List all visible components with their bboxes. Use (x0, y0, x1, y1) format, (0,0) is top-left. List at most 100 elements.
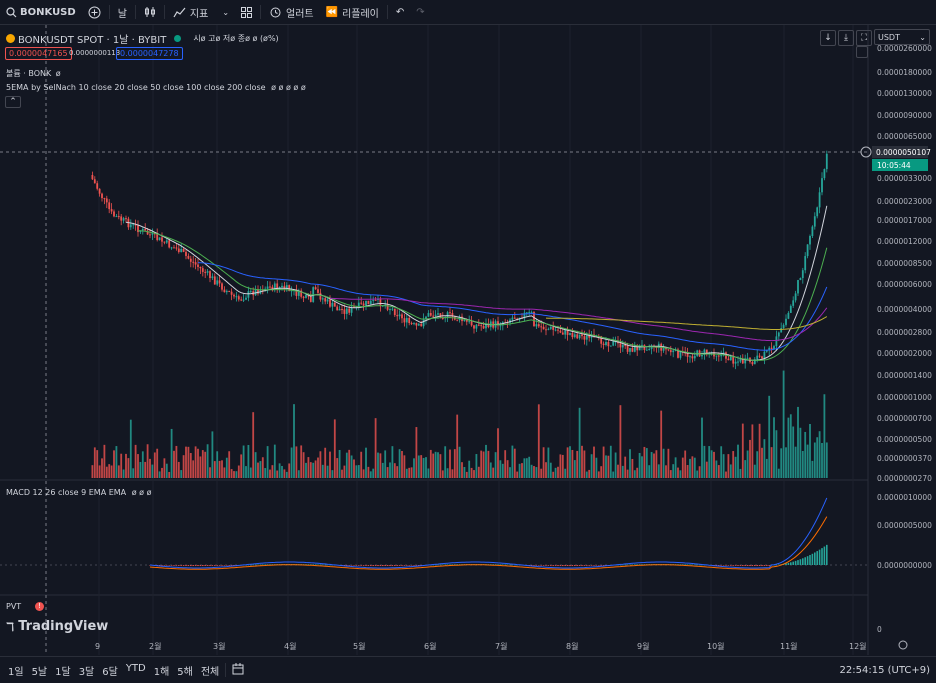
chart-area[interactable]: 0.0000260000 0.0000180000 0.0000130000 0.00… (0, 25, 936, 655)
candle-body (797, 280, 799, 294)
collapse-legend-button[interactable]: ⌃ (5, 96, 21, 108)
compare-button[interactable] (82, 0, 107, 24)
range-5y[interactable]: 5해 (177, 666, 193, 678)
chart-canvas[interactable]: 0.0000260000 0.0000180000 0.0000130000 0.00… (0, 25, 936, 655)
volume-bar (391, 446, 394, 478)
macd-histogram-bar (701, 564, 703, 566)
volume-bar (734, 456, 737, 478)
macd-histogram-bar (221, 565, 223, 566)
macd-histogram-bar (698, 564, 701, 566)
candle-body (475, 324, 478, 329)
macd-histogram-bar (799, 559, 802, 565)
volume-bar (444, 446, 447, 478)
volume-bar (317, 457, 319, 478)
layout-button[interactable] (235, 0, 258, 24)
candle-body (528, 311, 531, 313)
candle-body (578, 334, 581, 339)
bid-price-badge[interactable]: 0.0000047165 (5, 47, 72, 60)
volume-bar (410, 467, 413, 478)
chart-type-button[interactable] (138, 0, 162, 24)
candle-body (816, 207, 819, 217)
volume-bar (420, 455, 423, 478)
macd-histogram-bar (502, 564, 504, 565)
candle-body (703, 349, 706, 355)
indicators-button[interactable]: 지표 ⌄ (167, 0, 235, 24)
currency-select[interactable]: USDT ⌄ (874, 29, 930, 45)
macd-histogram-bar (264, 564, 266, 565)
settings-toggle[interactable] (856, 46, 868, 58)
expand-icon: ⛶ (860, 33, 868, 43)
price-axis-label: 0.0000001000 (877, 393, 932, 402)
undo-button[interactable]: ↶ (390, 0, 410, 24)
ask-price-badge[interactable]: 0.0000047278 (116, 47, 183, 60)
redo-button[interactable]: ↷ (410, 0, 430, 24)
range-1y[interactable]: 1해 (153, 666, 170, 678)
macd-histogram-bar (451, 564, 454, 565)
volume-bar (384, 450, 387, 478)
volume-bar (199, 456, 202, 478)
macd-histogram-bar (636, 564, 638, 565)
candle-body (633, 345, 636, 352)
range-1m[interactable]: 1달 (55, 666, 71, 678)
volume-bar (247, 444, 250, 478)
macd-histogram-bar (209, 565, 211, 566)
volume-bar (787, 417, 790, 478)
volume-bar (398, 449, 401, 478)
volume-bar (825, 442, 828, 478)
replay-button[interactable]: ⏪ 리플레이 (320, 0, 385, 24)
download-button[interactable]: ↓ (820, 30, 836, 46)
volume-bar (369, 471, 372, 478)
volume-bar (177, 461, 180, 478)
ema100-line (330, 297, 828, 342)
volume-bar (165, 463, 168, 478)
clock[interactable]: 22:54:15 (UTC+9) (839, 664, 930, 676)
alert-button[interactable]: 얼러트 (263, 0, 320, 24)
volume-bar (365, 447, 367, 478)
macd-histogram-bar (552, 565, 554, 566)
range-all[interactable]: 전체 (200, 666, 220, 678)
volume-bar (689, 458, 691, 478)
volume-label: 볼륨 · BONK (6, 69, 52, 78)
signal-line (149, 516, 828, 570)
range-5d[interactable]: 5날 (31, 666, 48, 678)
macd-histogram-bar (250, 564, 252, 566)
macd-histogram-bar (602, 565, 605, 566)
range-3m[interactable]: 3달 (78, 666, 95, 678)
range-6m[interactable]: 6달 (102, 666, 118, 678)
volume-bar (377, 452, 379, 478)
candle-body (389, 309, 391, 311)
candle-body (439, 313, 442, 318)
goto-date-button[interactable] (228, 662, 248, 678)
grid-icon (241, 6, 253, 18)
macd-histogram-bar (247, 564, 250, 566)
volume-bar (240, 454, 243, 478)
fullscreen-button[interactable]: ⛶ (856, 30, 872, 46)
candle-body (319, 292, 322, 300)
candle-body (746, 357, 749, 359)
volume-bar (290, 447, 293, 478)
volume-bar (761, 447, 763, 478)
macd-histogram-bar (787, 562, 790, 565)
macd-histogram-bar (394, 565, 396, 566)
current-price-badge (872, 146, 928, 158)
macd-histogram-bar (641, 564, 643, 565)
candle-body (818, 192, 821, 208)
macd-histogram-bar (559, 565, 562, 566)
candle-body (321, 298, 324, 300)
volume-bar (758, 423, 761, 478)
volume-bar (619, 405, 622, 478)
volume-bar (713, 451, 715, 478)
candle-body (480, 325, 483, 327)
candle-body (398, 314, 401, 317)
tradingview-logo[interactable]: ℸ TradingView (6, 619, 108, 634)
range-1d[interactable]: 1일 (8, 666, 24, 678)
interval-button[interactable]: 날 (117, 8, 127, 20)
volume-bar (674, 457, 677, 478)
candle-body (482, 326, 485, 329)
auto-scale-button[interactable]: ⤓ (838, 30, 854, 46)
volume-bar (273, 444, 276, 478)
range-ytd[interactable]: YTD (125, 662, 146, 674)
symbol-search[interactable]: BONKUSD (0, 0, 82, 24)
candle-body (120, 216, 123, 221)
legend-header: BONKUSDT SPOT · 1날 · BYBIT 시ø 고ø 저ø 종ø ø… (6, 31, 279, 46)
